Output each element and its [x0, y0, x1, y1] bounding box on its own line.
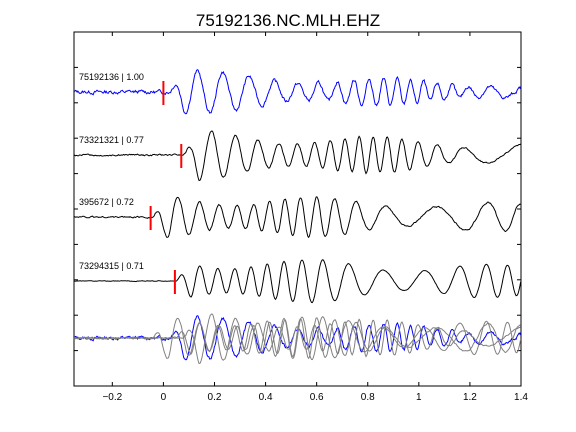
y-axis-ticks [74, 66, 521, 352]
x-tick-label: 0.8 [361, 392, 375, 403]
x-tick-label: −0.2 [102, 392, 122, 403]
overlay-trace [74, 317, 521, 360]
chart-title: 75192136.NC.MLH.EHZ [196, 11, 380, 30]
x-tick-label: 0.2 [208, 392, 222, 403]
x-tick-label: 1.4 [514, 392, 528, 403]
trace-label: 73321321 | 0.77 [79, 135, 144, 145]
overlay-traces [73, 313, 522, 365]
x-tick-label: 0.6 [310, 392, 324, 403]
x-tick-label: 0 [161, 392, 167, 403]
waveform-trace [73, 69, 522, 115]
trace-labels: 75192136 | 1.00 73321321 | 0.77 395672 | 0… [79, 72, 144, 271]
trace-label: 73294315 | 0.71 [79, 261, 144, 271]
pick-markers [149, 81, 183, 294]
waveform-trace [73, 130, 521, 182]
overlay-trace [73, 316, 522, 361]
x-tick-label: 0.4 [259, 392, 273, 403]
trace-label: 75192136 | 1.00 [79, 72, 144, 82]
waveform-trace [74, 196, 521, 239]
trace-label: 395672 | 0.72 [79, 197, 134, 207]
x-axis: −0.2 0 0.2 0.4 0.6 0.8 1 1.2 1.4 [102, 32, 528, 403]
x-tick-label: 1.2 [463, 392, 477, 403]
waveform-trace [73, 259, 522, 304]
waveform-traces [73, 69, 522, 304]
x-tick-label: 1 [416, 392, 422, 403]
